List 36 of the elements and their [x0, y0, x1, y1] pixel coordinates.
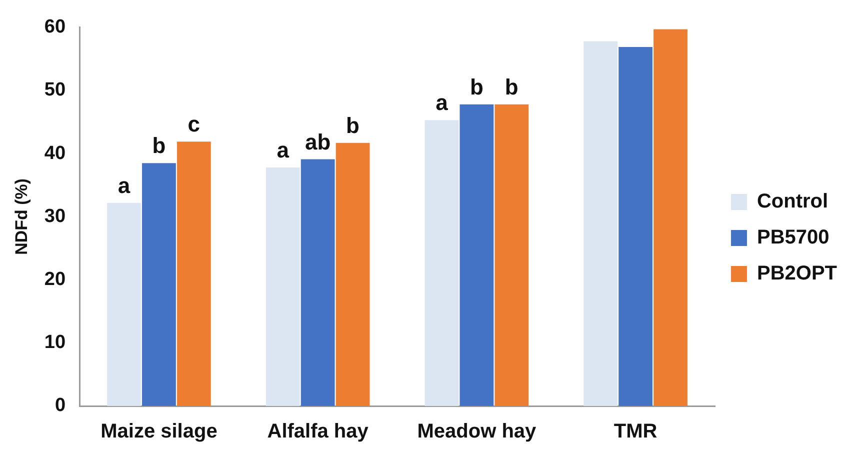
- x-tick-label: Maize silage: [100, 420, 218, 443]
- y-tick-label: 10: [44, 332, 66, 354]
- y-tick-label: 50: [44, 80, 66, 101]
- data-label: ab: [304, 129, 331, 154]
- data-label: b: [470, 74, 484, 100]
- bar: [584, 41, 618, 406]
- data-label: b: [504, 74, 518, 100]
- x-tick-label: Alfalfa hay: [267, 420, 370, 443]
- data-label: a: [118, 172, 131, 198]
- legend-label: Control: [756, 190, 828, 213]
- data-label: b: [152, 133, 166, 158]
- bar: [142, 163, 176, 406]
- data-label: a: [276, 138, 290, 163]
- bar: [618, 46, 652, 406]
- data-label: b: [346, 112, 360, 138]
- data-label: a: [436, 90, 449, 116]
- y-tick-label: 30: [44, 206, 66, 227]
- bar: [460, 104, 494, 406]
- y-axis-title: NDFd (%): [12, 178, 31, 255]
- bar: [176, 142, 211, 406]
- x-tick-label: TMR: [614, 420, 658, 443]
- bar: [494, 104, 529, 406]
- legend-label: PB2OPT: [756, 262, 838, 285]
- x-tick-label: Meadow hay: [417, 420, 538, 443]
- bar: [654, 29, 688, 406]
- legend-label: PB5700: [756, 226, 830, 249]
- data-label: c: [188, 112, 200, 137]
- bar: [424, 120, 459, 406]
- y-tick-label: 0: [54, 395, 66, 416]
- bar: [107, 202, 141, 406]
- y-tick-label: 20: [44, 269, 66, 290]
- bar: [300, 159, 335, 406]
- bar: [336, 142, 370, 406]
- y-tick-label: 60: [44, 16, 66, 38]
- bar: [266, 167, 300, 406]
- y-tick-label: 40: [44, 142, 66, 164]
